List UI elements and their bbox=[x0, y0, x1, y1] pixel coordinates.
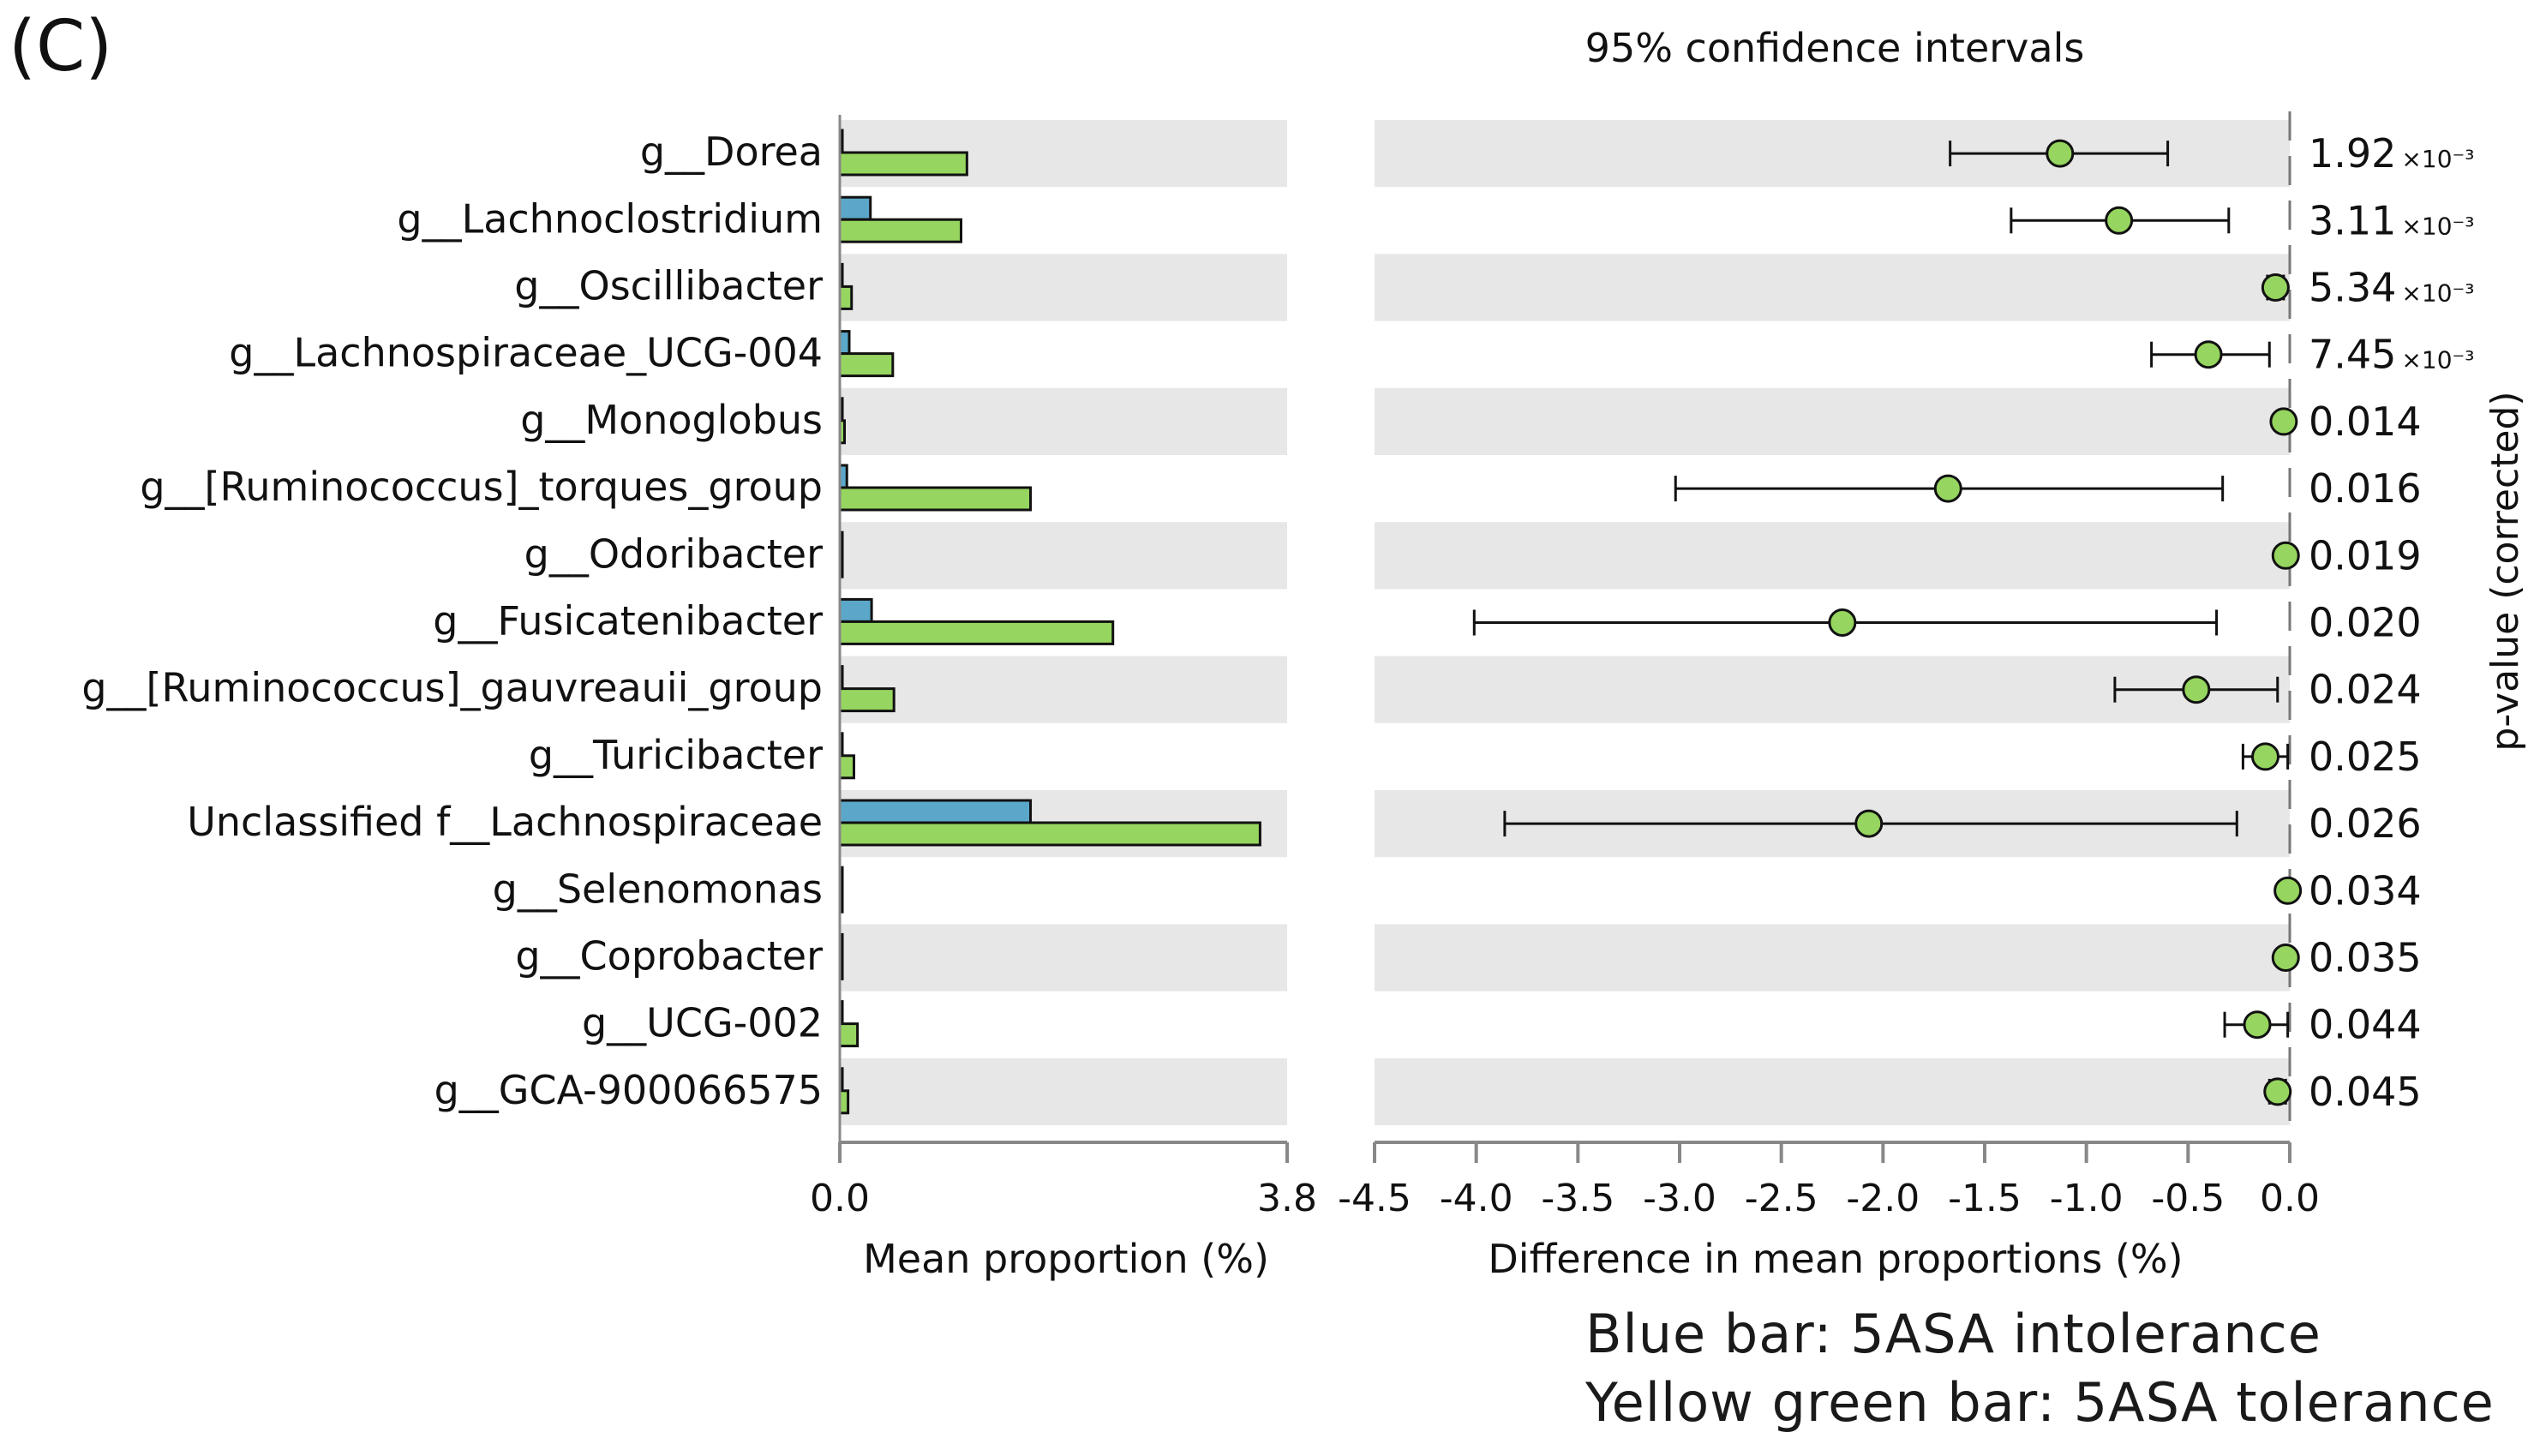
bar-tolerance bbox=[838, 486, 1033, 512]
bar-tolerance bbox=[838, 352, 895, 378]
bar-intolerance bbox=[838, 799, 1033, 824]
bar-intolerance bbox=[838, 330, 851, 356]
diff-point bbox=[2271, 944, 2300, 972]
left-row-band bbox=[840, 656, 1287, 723]
right-tick-label: -3.5 bbox=[1541, 1177, 1614, 1220]
diff-point bbox=[2271, 541, 2300, 570]
diff-point bbox=[2273, 876, 2303, 905]
left-x-label: Mean proportion (%) bbox=[863, 1236, 1269, 1282]
p-value: 0.024 bbox=[2309, 667, 2422, 713]
bar-tolerance bbox=[838, 754, 855, 780]
p-value: 0.025 bbox=[2309, 734, 2422, 780]
bar-tolerance bbox=[838, 218, 962, 243]
bar-tolerance bbox=[838, 821, 1261, 847]
row-label: g__Selenomonas bbox=[493, 866, 823, 912]
diff-point bbox=[1933, 474, 1962, 503]
panel-label: (C) bbox=[9, 6, 112, 87]
diff-point bbox=[2194, 340, 2223, 369]
left-row-band bbox=[840, 924, 1287, 992]
diff-point bbox=[1854, 809, 1884, 838]
right-tick-label: -4.0 bbox=[1440, 1177, 1513, 1220]
p-value: 0.019 bbox=[2309, 532, 2422, 578]
bar-intolerance bbox=[838, 597, 873, 623]
left-row-band bbox=[840, 1058, 1287, 1125]
diff-point bbox=[2046, 139, 2075, 168]
legend-tolerance: Yellow green bar: 5ASA tolerance bbox=[1585, 1371, 2495, 1434]
right-tick-label: -2.5 bbox=[1745, 1177, 1818, 1220]
bar-tolerance bbox=[838, 1022, 860, 1048]
right-tick-label: -4.5 bbox=[1338, 1177, 1411, 1220]
p-value: 3.11 ×10⁻³ bbox=[2309, 197, 2475, 243]
right-tick-label: 0.0 bbox=[2260, 1177, 2320, 1220]
row-label: g__GCA-900066575 bbox=[434, 1067, 823, 1113]
p-value: 0.016 bbox=[2309, 465, 2422, 512]
row-label: g__Lachnospiraceae_UCG-004 bbox=[229, 330, 823, 376]
row-label: g__Dorea bbox=[640, 129, 823, 175]
pvalue-axis-label: p-value (corrected) bbox=[2483, 391, 2527, 751]
bar-intolerance bbox=[838, 195, 872, 221]
diff-point bbox=[2243, 1010, 2272, 1040]
bar-tolerance bbox=[838, 151, 968, 177]
p-value: 0.026 bbox=[2309, 800, 2422, 847]
diff-point bbox=[2182, 675, 2211, 704]
diff-point bbox=[2269, 407, 2298, 436]
p-value: 7.45 ×10⁻³ bbox=[2309, 332, 2475, 378]
left-tick-label: 0.0 bbox=[810, 1177, 870, 1220]
row-label: g__Oscillibacter bbox=[514, 263, 823, 309]
row-label: g__UCG-002 bbox=[582, 1000, 823, 1046]
row-label: g__Fusicatenibacter bbox=[433, 598, 823, 644]
right-row-band bbox=[1375, 1058, 2290, 1125]
p-value: 0.044 bbox=[2309, 1002, 2422, 1048]
right-row-band bbox=[1375, 924, 2290, 992]
left-tick-label: 3.8 bbox=[1257, 1177, 1317, 1220]
row-label: g__Monoglobus bbox=[520, 397, 823, 443]
right-row-band bbox=[1375, 522, 2290, 590]
diff-point bbox=[2105, 206, 2134, 235]
row-label: g__Turicibacter bbox=[529, 732, 823, 778]
p-value: 0.020 bbox=[2309, 600, 2422, 646]
right-tick-label: -3.0 bbox=[1643, 1177, 1716, 1220]
right-row-band bbox=[1375, 387, 2290, 455]
row-label: Unclassified f__Lachnospiraceae bbox=[187, 799, 823, 845]
right-tick-label: -2.0 bbox=[1846, 1177, 1920, 1220]
row-label: g__Odoribacter bbox=[524, 530, 823, 577]
bar-tolerance bbox=[838, 620, 1115, 645]
p-value: 0.035 bbox=[2309, 935, 2422, 981]
p-value: 1.92 ×10⁻³ bbox=[2309, 130, 2475, 177]
left-row-band bbox=[840, 522, 1287, 590]
right-tick-label: -1.0 bbox=[2050, 1177, 2124, 1220]
diff-point bbox=[2251, 742, 2280, 771]
legend-intolerance: Blue bar: 5ASA intolerance bbox=[1585, 1303, 2321, 1365]
row-label: g__Lachnoclostridium bbox=[397, 195, 823, 242]
right-row-band bbox=[1375, 254, 2290, 321]
right-tick-label: -1.5 bbox=[1948, 1177, 2022, 1220]
right-x-label: Difference in mean proportions (%) bbox=[1488, 1236, 2183, 1282]
row-label: g__[Ruminococcus]_gauvreauii_group bbox=[81, 665, 823, 711]
left-row-band bbox=[840, 387, 1287, 455]
bar-tolerance bbox=[838, 285, 854, 310]
p-value: 5.34 ×10⁻³ bbox=[2309, 265, 2475, 311]
diff-point bbox=[2261, 273, 2290, 302]
p-value: 0.034 bbox=[2309, 867, 2422, 914]
bar-tolerance bbox=[838, 687, 896, 713]
right-tick-label: -0.5 bbox=[2151, 1177, 2225, 1220]
diff-point bbox=[2263, 1077, 2292, 1106]
p-value: 0.014 bbox=[2309, 398, 2422, 445]
diff-point bbox=[1828, 608, 1857, 637]
left-row-band bbox=[840, 254, 1287, 321]
p-value: 0.045 bbox=[2309, 1069, 2422, 1115]
row-label: g__Coprobacter bbox=[515, 933, 823, 980]
row-label: g__[Ruminococcus]_torques_group bbox=[140, 464, 823, 510]
ci-title: 95% confidence intervals bbox=[1585, 25, 2085, 71]
